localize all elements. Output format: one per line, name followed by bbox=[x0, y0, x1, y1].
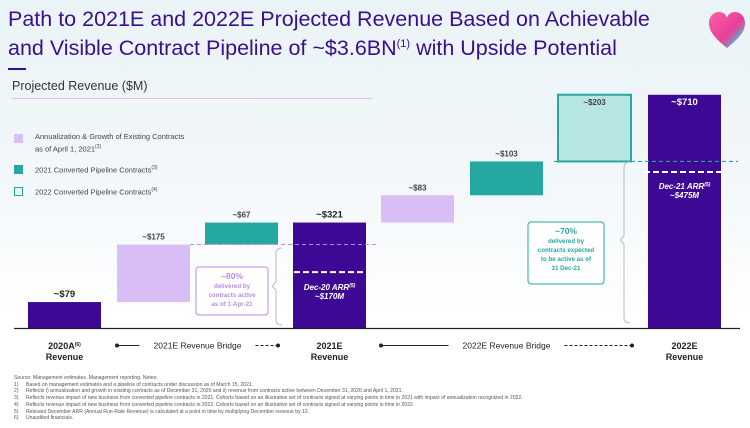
callout-2021-line: contracts active bbox=[208, 292, 256, 299]
bar-value-label: ~$79 bbox=[54, 289, 75, 300]
bar-annualization bbox=[381, 195, 454, 223]
legend-label-2021-pipeline: 2021 Converted Pipeline Contracts bbox=[35, 165, 152, 175]
bar-value-label: ~$175 bbox=[142, 233, 165, 242]
bar-value-label: ~$103 bbox=[495, 149, 518, 158]
footnote-text: Unaudited financials. bbox=[26, 415, 74, 422]
legend-item-annualization: Annualization & Growth of Existing Contr… bbox=[14, 132, 185, 155]
footnotes: Source: Management estimates. Management… bbox=[14, 375, 734, 422]
legend-item-2021-pipeline: 2021 Converted Pipeline Contracts(3) bbox=[14, 163, 185, 176]
footnote-item: 5) Relevant December ARR (Annual Run-Rate… bbox=[14, 409, 734, 416]
bar-total bbox=[28, 302, 101, 328]
footnote-text: Relevant December ARR (Annual Run-Rate R… bbox=[26, 408, 310, 415]
callout-2022-line: ~70% bbox=[555, 226, 577, 236]
bridge-label-2022: 2022E Revenue Bridge bbox=[463, 341, 551, 351]
bar-pipeline_2022 bbox=[557, 93, 632, 163]
legend-swatch-2022-pipeline bbox=[14, 187, 23, 196]
footnote-number: 2) bbox=[14, 388, 19, 395]
footnote-item: 1) Based on management estimates and a pi… bbox=[14, 382, 734, 389]
footnote-item: 4) Reflects revenue impact of new busines… bbox=[14, 402, 734, 409]
bracket-2021 bbox=[271, 247, 283, 326]
callout-2022-line: 31 Dec-21 bbox=[552, 265, 581, 272]
bar-value-label: ~$321 bbox=[316, 210, 343, 221]
bar-value-label: ~$67 bbox=[232, 211, 251, 220]
x-axis-label: 2021E Revenue bbox=[311, 341, 349, 362]
title-line-2: and Visible Contract Pipeline of ~$3.6BN… bbox=[8, 32, 698, 61]
title-line-1: Path to 2021E and 2022E Projected Revenu… bbox=[8, 7, 650, 31]
footnote-number: 1) bbox=[14, 381, 19, 388]
bar-pipeline_2021 bbox=[470, 161, 543, 196]
bar-value-label: ~$203 bbox=[583, 98, 606, 107]
footnote-text: Reflects i) annualization and growth in … bbox=[26, 388, 403, 395]
footnote-item: 2) Reflects i) annualization and growth i… bbox=[14, 388, 734, 395]
bar-annualization bbox=[117, 244, 190, 303]
x-axis-label: 2020A(6) Revenue bbox=[46, 341, 84, 362]
legend-item-2022-pipeline: 2022 Converted Pipeline Contracts(4) bbox=[14, 185, 185, 198]
legend-sup-2021-pipeline: (3) bbox=[151, 165, 158, 171]
x-axis-label: 2022E Revenue bbox=[666, 341, 704, 362]
legend-sup-2022-pipeline: (4) bbox=[151, 187, 158, 193]
footnote-item: 3) Reflects revenue impact of new busines… bbox=[14, 395, 734, 402]
footnote-text: Reflects revenue impact of new business … bbox=[26, 395, 523, 402]
footnote-text: Reflects revenue impact of new business … bbox=[26, 401, 415, 408]
callout-2022-line: contracts expected bbox=[538, 247, 595, 254]
callout-2021-line: delivered by bbox=[214, 283, 251, 290]
title-underline bbox=[8, 68, 26, 70]
legend-label-2022-pipeline: 2022 Converted Pipeline Contracts bbox=[35, 187, 152, 197]
subtitle-divider bbox=[12, 98, 372, 99]
callout-2022-line: to be active as of bbox=[541, 256, 592, 263]
footnote-number: 4) bbox=[14, 401, 19, 408]
page-title: Path to 2021E and 2022E Projected Revenu… bbox=[8, 7, 698, 61]
arr-label-2021: Dec-20 ARR(5) ~$170M bbox=[304, 283, 356, 301]
footnote-source: Source: Management estimates. Management… bbox=[14, 375, 158, 381]
arr-label-2022: Dec-21 ARR(5) ~$475M bbox=[659, 182, 711, 200]
title-line-2-post: with Upside Potential bbox=[410, 36, 617, 61]
footnote-number: 5) bbox=[14, 408, 19, 415]
callout-box-2021 bbox=[195, 266, 269, 316]
title-footnote-ref: (1) bbox=[396, 38, 411, 50]
footnote-number: 3) bbox=[14, 395, 19, 402]
heart-icon bbox=[709, 12, 745, 48]
callout-2021-line: ~80% bbox=[221, 271, 243, 281]
footnote-text: Based on management estimates and a pipe… bbox=[26, 381, 254, 388]
bar-pipeline_2021 bbox=[205, 222, 278, 245]
legend-sup-annualization: (2) bbox=[95, 144, 102, 150]
bridge-label-2021: 2021E Revenue Bridge bbox=[154, 341, 242, 351]
title-line-2-pre: and Visible Contract Pipeline of ~$3.6BN bbox=[8, 36, 397, 61]
legend-label-annualization: Annualization & Growth of Existing Contr… bbox=[35, 132, 185, 154]
bar-value-label: ~$83 bbox=[408, 183, 427, 192]
legend-swatch-annualization bbox=[14, 134, 23, 143]
footnote-number: 6) bbox=[14, 415, 19, 422]
bar-total bbox=[648, 94, 721, 328]
bracket-2022 bbox=[619, 161, 631, 324]
callout-box-2022 bbox=[527, 221, 605, 285]
callout-2022-line: delivered by bbox=[548, 238, 585, 245]
footnote-item: 6) Unaudited financials. bbox=[14, 415, 734, 422]
legend-swatch-2021-pipeline bbox=[14, 165, 23, 174]
bar-total bbox=[293, 222, 366, 328]
chart-subtitle: Projected Revenue ($M) bbox=[12, 79, 148, 93]
bar-value-label: ~$710 bbox=[671, 97, 698, 108]
callout-2021-line: as of 1-Apr-21 bbox=[211, 301, 253, 308]
